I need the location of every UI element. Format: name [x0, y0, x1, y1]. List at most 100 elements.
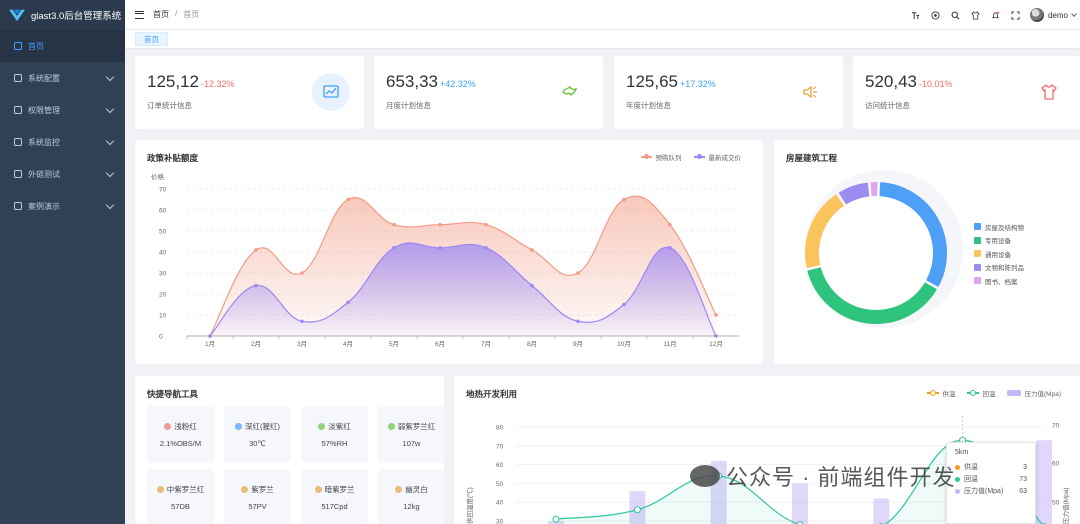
sidebar-item-label: 系统配置: [28, 73, 60, 83]
legend-item[interactable]: 文物和陈列品: [974, 261, 1024, 275]
user-menu[interactable]: demo: [1029, 8, 1080, 22]
font-size-button[interactable]: [906, 0, 926, 30]
stat-number: 653,33: [386, 72, 438, 91]
donut-slice: [805, 194, 845, 269]
chevron-down-icon: [105, 104, 115, 114]
legend-item[interactable]: 通用设备: [974, 247, 1024, 261]
wechat-icon: [690, 465, 720, 487]
series-line: [209, 242, 717, 337]
chevron-down-icon: [105, 72, 115, 82]
legend-marker: [1006, 390, 1021, 396]
logo-icon: [9, 9, 25, 22]
stat-change: +17.32%: [680, 79, 716, 89]
search-button[interactable]: [946, 0, 966, 30]
y-tick-label: 70: [496, 443, 504, 450]
data-point: [668, 222, 672, 227]
geothermal-legend: 供温 回温 压力值(Mpa): [926, 388, 1068, 398]
github-button[interactable]: [926, 0, 946, 30]
fullscreen-button[interactable]: [1006, 0, 1026, 30]
quicknav-icon: [318, 423, 326, 430]
quicknav-item[interactable]: 中紫罗兰红 57DB: [147, 469, 214, 524]
building-donut-chart: [805, 170, 963, 328]
quicknav-item[interactable]: 弱紫罗兰红 107w: [378, 406, 445, 463]
stat-card[interactable]: 125,12 -12.32% 订单统计信息: [135, 56, 364, 129]
legend-label[interactable]: 最新成交价: [708, 155, 742, 162]
x-tick-label: 3月: [297, 340, 307, 348]
legend-label[interactable]: 供温: [942, 391, 956, 398]
quicknav-item[interactable]: 淡紫红 57%RH: [301, 406, 368, 463]
chevron-down-icon: [105, 200, 115, 210]
tooltip-row: 回温 73: [955, 473, 1027, 485]
header-tools: demo: [906, 0, 1080, 30]
stat-card[interactable]: 125,65 +17.32% 年度计划信息: [614, 56, 843, 129]
sidebar-item[interactable]: 首页: [0, 30, 125, 62]
legend-label[interactable]: 回温: [982, 391, 996, 398]
sidebar-item-label: 外链测试: [28, 169, 60, 179]
stat-icon-wrap: [1030, 73, 1068, 111]
y-tick-label: 80: [496, 425, 504, 432]
geothermal-panel: 地热开发利用 供温 回温 压力值(Mpa) 30 40 50 60 70 80 50 60 70 供回…: [454, 376, 1080, 524]
tag-home[interactable]: 首页: [135, 32, 168, 46]
quicknav-item[interactable]: 深红(猩红) 30℃: [224, 406, 291, 463]
y-tick-label: 30: [159, 271, 167, 278]
quicknav-value: 57PV: [248, 502, 267, 511]
legend-label[interactable]: 压力值(Mpa): [1024, 391, 1061, 398]
quicknav-label: 弱紫罗兰红: [397, 422, 436, 431]
quicknav-item[interactable]: 浅粉红 2.1%OBS/M: [147, 406, 214, 463]
tooltip-value: 3: [1023, 463, 1027, 471]
legend-swatch: [974, 223, 981, 231]
legend-dot: [643, 154, 649, 159]
stat-change: -12.32%: [201, 79, 235, 89]
y-tick-label: 10: [159, 313, 167, 320]
x-tick-label: 10月: [617, 340, 631, 348]
sidebar-item[interactable]: 外链测试: [0, 158, 125, 190]
building-legend: 房屋及结构物 专用设备 通用设备 文物和陈列品 图书、档案: [974, 220, 1024, 288]
stat-card[interactable]: 653,33 +42.32% 月度计划信息: [374, 56, 603, 129]
breadcrumb-home[interactable]: 首页: [153, 10, 169, 19]
theme-button[interactable]: [966, 0, 986, 30]
sidebar-item[interactable]: 权限管理: [0, 94, 125, 126]
legend-marker: [966, 389, 979, 396]
legend-marker: [693, 154, 705, 159]
series-line: [209, 195, 717, 337]
quicknav-name: 淡紫红: [318, 421, 351, 432]
sidebar-item[interactable]: 系统监控: [0, 126, 125, 158]
data-point: [438, 246, 442, 250]
notification-button[interactable]: [986, 0, 1006, 30]
search-icon: [952, 11, 960, 19]
legend-item[interactable]: 房屋及结构物: [974, 220, 1024, 234]
brand[interactable]: glast3.0后台管理系统: [0, 0, 125, 30]
legend-label[interactable]: 预购队列: [655, 155, 682, 162]
username: demo: [1047, 10, 1068, 20]
pressure-bar: [1036, 440, 1052, 524]
quicknav-name: 深红(猩红): [235, 421, 280, 432]
sidebar-item-label: 首页: [28, 41, 44, 51]
tooltip-dot: [955, 476, 960, 482]
menu-toggle-icon[interactable]: [135, 10, 144, 19]
sidebar-item[interactable]: 系统配置: [0, 62, 125, 94]
data-point: [530, 248, 534, 252]
stat-card[interactable]: 520,43 -10.01% 访问统计信息: [853, 56, 1080, 129]
x-tick-label: 9月: [573, 340, 583, 348]
tooltip-value: 73: [1019, 475, 1027, 483]
sidebar-item[interactable]: 案例演示: [0, 190, 125, 222]
quicknav-label: 幽灵白: [405, 485, 428, 494]
quicknav-item[interactable]: 幽灵白 12kg: [378, 469, 445, 524]
quicknav-grid: 浅粉红 2.1%OBS/M 深红(猩红) 30℃ 淡紫红 57%RH 弱紫罗兰红 107w 中紫…: [147, 406, 445, 524]
quicknav-item[interactable]: 暗紫罗兰 517Cpd: [301, 469, 368, 524]
legend-item[interactable]: 专用设备: [974, 234, 1024, 248]
tooltip-key: 供温: [955, 462, 978, 472]
tooltip-name: 供温: [964, 464, 978, 471]
speaker-icon: [803, 85, 817, 99]
tooltip-row: 压力值(Mpa) 63: [955, 485, 1027, 497]
y2-tick-label: 70: [1052, 423, 1060, 430]
legend-item[interactable]: 图书、档案: [974, 274, 1024, 288]
quicknav-item[interactable]: 紫罗兰 57PV: [224, 469, 291, 524]
quicknav-value: 57DB: [171, 502, 190, 511]
stat-change: +42.32%: [440, 79, 476, 89]
stat-value: 520,43 -10.01%: [865, 72, 953, 92]
quicknav-name: 暗紫罗兰: [314, 484, 355, 495]
x-tick-label: 6月: [435, 340, 445, 348]
y-tick-label: 70: [159, 187, 167, 194]
chevron-down-icon: [105, 168, 115, 178]
